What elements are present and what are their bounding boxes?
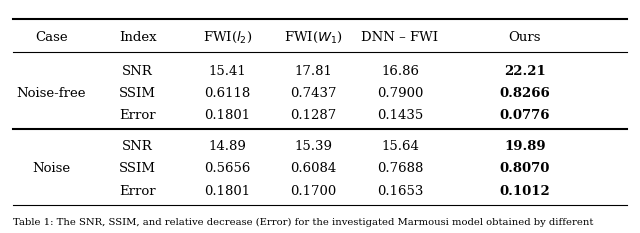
- Text: 15.39: 15.39: [294, 140, 333, 153]
- Text: 22.21: 22.21: [504, 65, 546, 78]
- Text: 0.8266: 0.8266: [499, 87, 550, 100]
- Text: 0.1012: 0.1012: [499, 185, 550, 198]
- Text: FWI($l_2$): FWI($l_2$): [203, 30, 252, 45]
- Text: 0.1653: 0.1653: [377, 185, 423, 198]
- Text: 0.5656: 0.5656: [204, 162, 250, 175]
- Text: 19.89: 19.89: [504, 140, 546, 153]
- Text: Table 1: The SNR, SSIM, and relative decrease (Error) for the investigated Marmo: Table 1: The SNR, SSIM, and relative dec…: [13, 218, 593, 227]
- Text: Index: Index: [119, 31, 156, 44]
- Text: Case: Case: [35, 31, 67, 44]
- Text: 17.81: 17.81: [294, 65, 333, 78]
- Text: 0.8070: 0.8070: [500, 162, 550, 175]
- Text: 15.41: 15.41: [209, 65, 246, 78]
- Text: Error: Error: [119, 109, 156, 122]
- Text: 0.1700: 0.1700: [291, 185, 337, 198]
- Text: Noise-free: Noise-free: [17, 87, 86, 100]
- Text: 0.1801: 0.1801: [204, 109, 250, 122]
- Text: 0.7688: 0.7688: [377, 162, 423, 175]
- Text: FWI($W_1$): FWI($W_1$): [284, 30, 343, 45]
- Text: 14.89: 14.89: [208, 140, 246, 153]
- Text: 0.1287: 0.1287: [291, 109, 337, 122]
- Text: DNN – FWI: DNN – FWI: [362, 31, 438, 44]
- Text: 16.86: 16.86: [381, 65, 419, 78]
- Text: 0.6118: 0.6118: [204, 87, 250, 100]
- Text: 0.7437: 0.7437: [291, 87, 337, 100]
- Text: SSIM: SSIM: [119, 87, 156, 100]
- Text: 0.7900: 0.7900: [377, 87, 423, 100]
- Text: SNR: SNR: [122, 65, 153, 78]
- Text: Ours: Ours: [509, 31, 541, 44]
- Text: SSIM: SSIM: [119, 162, 156, 175]
- Text: 0.1801: 0.1801: [204, 185, 250, 198]
- Text: Noise: Noise: [32, 162, 70, 175]
- Text: 15.64: 15.64: [381, 140, 419, 153]
- Text: 0.0776: 0.0776: [500, 109, 550, 122]
- Text: 0.6084: 0.6084: [291, 162, 337, 175]
- Text: 0.1435: 0.1435: [377, 109, 423, 122]
- Text: SNR: SNR: [122, 140, 153, 153]
- Text: Error: Error: [119, 185, 156, 198]
